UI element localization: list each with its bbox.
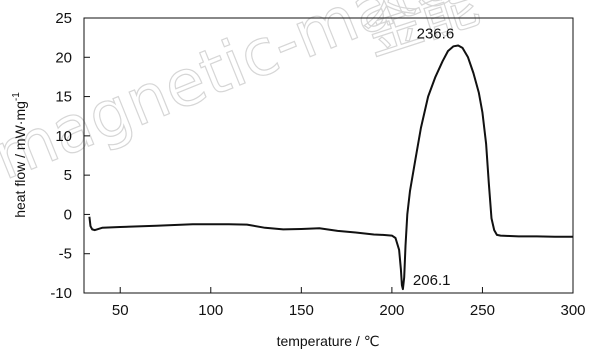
- watermark-text: magnetic-materials: [0, 0, 590, 195]
- y-axis-label-superscript: -1: [11, 92, 22, 101]
- x-tick-label: 100: [198, 302, 223, 319]
- plot-frame: [83, 17, 574, 294]
- y-tick-label: -5: [59, 246, 72, 263]
- y-axis-label: heat flow / mW·mg-1: [11, 92, 28, 218]
- y-tick-label: 5: [64, 167, 72, 184]
- x-tick-label: 250: [470, 302, 495, 319]
- y-tick-label: 20: [55, 49, 72, 66]
- x-tick-label: 200: [379, 302, 404, 319]
- series-line: [88, 44, 573, 291]
- y-tick-label: 15: [55, 89, 72, 106]
- peak-annotation: 236.6: [417, 26, 455, 43]
- y-tick-label: 25: [55, 10, 72, 27]
- watermark: magnetic-materials 金能: [0, 0, 590, 195]
- x-tick-label: 150: [289, 302, 314, 319]
- y-tick-label: 10: [55, 128, 72, 145]
- peak-annotation: 206.1: [413, 272, 451, 289]
- y-tick-label: -10: [50, 285, 72, 302]
- x-axis-ticks: 50 100 150 200 250 300: [112, 287, 586, 319]
- y-axis-label-text: heat flow / mW·mg: [12, 101, 28, 218]
- x-tick-label: 50: [112, 302, 129, 319]
- y-tick-label: 0: [64, 206, 72, 223]
- annotations: 236.6 206.1: [413, 26, 454, 290]
- series-layer: [88, 44, 573, 291]
- x-tick-label: 300: [560, 302, 585, 319]
- x-axis-label: temperature / ℃: [277, 333, 380, 349]
- y-axis-ticks: -10 -5 0 5 10 15 20 25: [50, 10, 90, 302]
